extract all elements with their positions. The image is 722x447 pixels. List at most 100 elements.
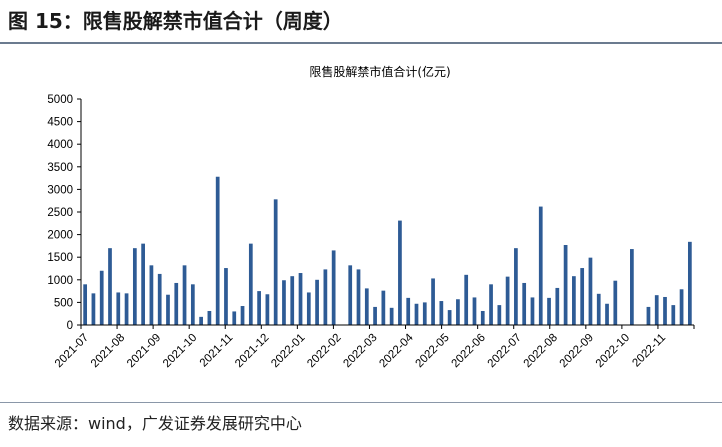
bar xyxy=(671,305,676,325)
bar xyxy=(166,294,170,325)
bar xyxy=(83,284,88,325)
source-note: 数据来源：wind，广发证券发展研究中心 xyxy=(8,414,302,433)
bar xyxy=(215,176,220,325)
bar xyxy=(132,248,137,325)
bar xyxy=(373,306,377,325)
bar xyxy=(596,293,601,325)
y-tick-label: 2500 xyxy=(47,207,73,219)
bar xyxy=(364,288,369,325)
bar xyxy=(679,289,684,325)
bar xyxy=(663,296,667,325)
bar xyxy=(489,284,493,325)
bar xyxy=(290,276,295,325)
bar xyxy=(538,206,543,325)
bar xyxy=(282,280,286,325)
bar xyxy=(157,273,162,325)
bar-series xyxy=(83,176,692,325)
x-tick-label: 2022-10 xyxy=(594,332,632,370)
bar xyxy=(654,295,659,325)
y-axis: 0 500 1000 1500 2000 2500 3000 3500 4000 4500 5000 xyxy=(47,94,82,332)
x-tick-label: 2022-02 xyxy=(305,332,343,370)
bar xyxy=(207,310,212,325)
bar xyxy=(398,220,402,325)
bar xyxy=(414,303,419,325)
x-tick-label: 2022-07 xyxy=(486,332,524,370)
bar xyxy=(315,279,319,325)
y-tick-label: 4500 xyxy=(47,117,73,129)
footer-divider xyxy=(0,402,722,403)
y-tick-label: 3500 xyxy=(47,162,73,174)
x-tick-label: 2022-11 xyxy=(630,332,668,370)
bar xyxy=(124,293,129,325)
bar xyxy=(472,297,477,325)
bar xyxy=(199,316,203,325)
bar xyxy=(497,305,502,325)
bar xyxy=(456,299,460,325)
y-tick-label: 2000 xyxy=(47,230,73,242)
title-divider xyxy=(0,42,722,44)
bar xyxy=(605,303,609,325)
x-tick-label: 2021-10 xyxy=(161,332,199,370)
bar xyxy=(439,301,444,325)
x-tick-label: 2022-05 xyxy=(413,332,451,370)
y-tick-label: 500 xyxy=(54,297,73,309)
x-tick-label: 2021-11 xyxy=(198,332,236,370)
bar xyxy=(265,294,270,325)
bar xyxy=(381,290,386,325)
bar xyxy=(555,287,560,325)
bar xyxy=(116,292,121,325)
bar xyxy=(99,270,104,325)
bar xyxy=(580,268,585,325)
bar xyxy=(572,276,576,325)
x-tick-label: 2022-06 xyxy=(450,332,488,370)
x-tick-label: 2022-01 xyxy=(269,332,307,370)
x-tick-label: 2021-09 xyxy=(125,332,163,370)
x-tick-label: 2022-04 xyxy=(377,331,416,370)
bar xyxy=(306,292,311,325)
x-axis: 2021-072021-082021-092021-102021-112021-… xyxy=(53,324,695,370)
bar xyxy=(464,274,469,325)
bar xyxy=(613,280,618,325)
bar xyxy=(224,268,228,325)
bar xyxy=(190,284,195,325)
bar xyxy=(514,248,518,325)
bar xyxy=(240,306,245,325)
bar xyxy=(588,257,593,325)
bar xyxy=(149,265,154,325)
y-tick-label: 1500 xyxy=(47,252,73,264)
x-tick-label: 2021-07 xyxy=(53,332,91,370)
bar xyxy=(108,248,112,325)
bar xyxy=(480,310,485,325)
bar xyxy=(389,307,394,325)
bar xyxy=(522,282,527,325)
bar xyxy=(356,269,361,325)
bar xyxy=(257,291,261,325)
bar xyxy=(298,273,303,325)
bar xyxy=(547,297,551,325)
bar xyxy=(447,310,452,325)
bar xyxy=(182,265,187,325)
y-tick-label: 1000 xyxy=(47,275,73,287)
bar xyxy=(646,306,651,325)
bar xyxy=(91,293,96,325)
chart-title: 限售股解禁市值合计(亿元) xyxy=(309,64,450,79)
y-tick-label: 3000 xyxy=(47,184,73,196)
bar xyxy=(687,241,692,325)
x-tick-label: 2021-08 xyxy=(89,332,127,370)
bar xyxy=(348,265,353,325)
bar xyxy=(141,243,145,325)
bar xyxy=(530,297,535,325)
figure-title: 图 15：限售股解禁市值合计（周度） xyxy=(8,9,343,33)
x-tick-label: 2022-03 xyxy=(341,332,379,370)
bar xyxy=(505,276,510,325)
bar xyxy=(563,245,568,325)
y-tick-label: 0 xyxy=(67,320,73,332)
bar xyxy=(422,302,427,325)
bar xyxy=(630,249,634,325)
bar xyxy=(331,250,336,325)
bar xyxy=(323,269,328,325)
x-tick-label: 2022-09 xyxy=(558,332,596,370)
x-tick-label: 2021-12 xyxy=(233,332,271,370)
bar xyxy=(431,278,435,325)
bar xyxy=(406,297,411,325)
